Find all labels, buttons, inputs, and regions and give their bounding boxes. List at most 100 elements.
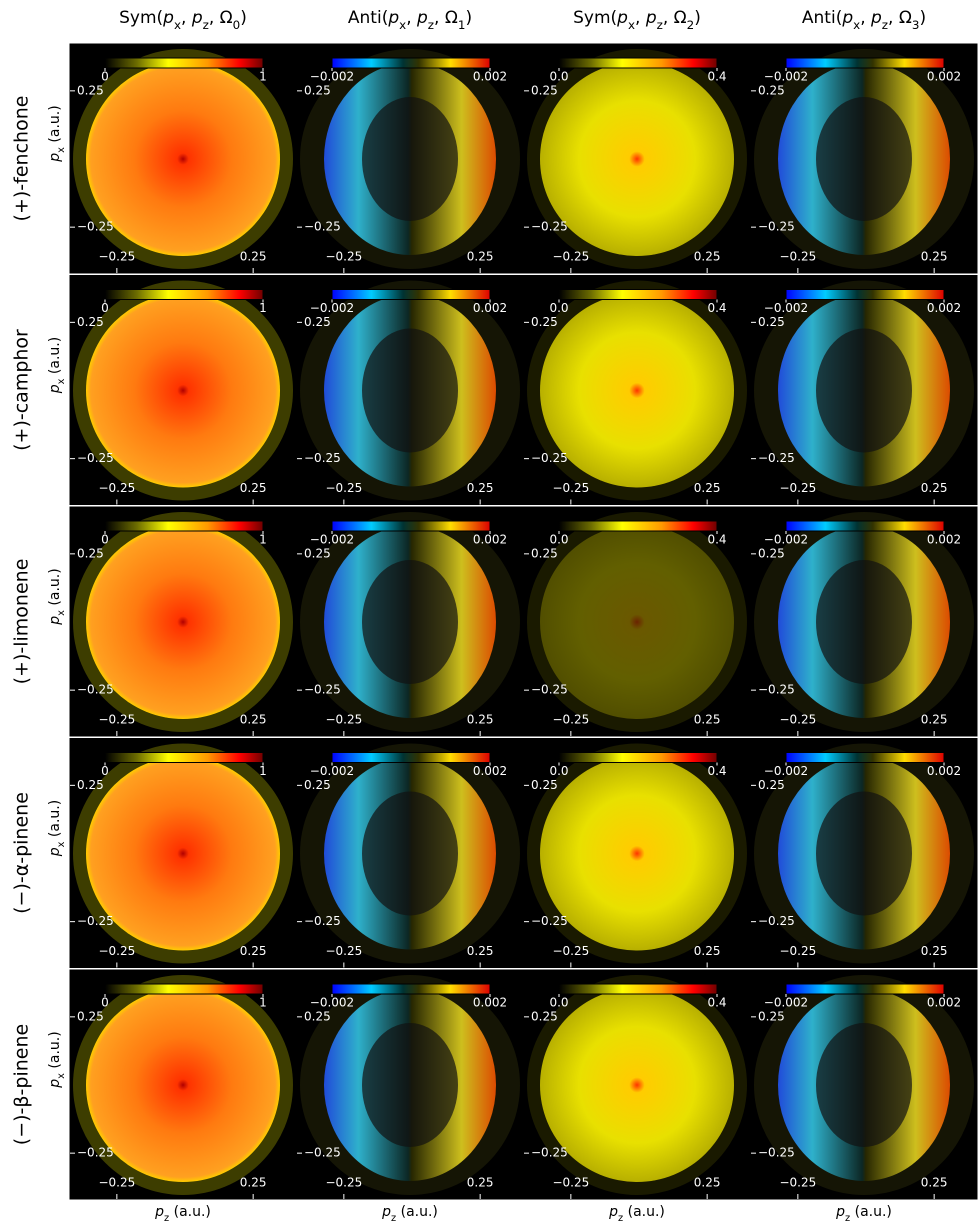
label-part: (a.u.): [47, 337, 63, 379]
y-axis-label: px (a.u.): [47, 105, 67, 162]
y-tick-label: 0.25: [531, 83, 558, 97]
colorbar-tick-label: 0.4: [707, 764, 726, 778]
panel: −0.002 0.002 −0.25 0.25 −0.25 0.25: [750, 738, 978, 968]
label-part: ,: [181, 8, 192, 28]
row-label: (−)-β-pinene: [11, 1024, 33, 1145]
colorbar-tick-label: 0.002: [927, 301, 961, 315]
inner-dark: [816, 560, 912, 684]
row-label: (+)-fenchone: [11, 96, 33, 222]
y-tick-label: −0.25: [531, 1146, 568, 1160]
label-part: ): [465, 8, 472, 28]
colorbar-tick-label: 0.0: [549, 301, 568, 315]
x-tick-label: −0.25: [779, 944, 816, 958]
y-tick-label: 0.25: [758, 83, 785, 97]
label-part: z: [657, 18, 663, 32]
y-tick-label: −0.25: [758, 451, 795, 465]
label-part: (a.u.): [623, 1204, 665, 1220]
colorbar-tick-label: 0.4: [707, 533, 726, 547]
colorbar: [331, 752, 491, 763]
label-part: 0: [233, 18, 241, 32]
label-part: Anti(: [348, 8, 388, 28]
colorbar-tick-label: 0.002: [927, 764, 961, 778]
x-tick-label: −0.25: [779, 713, 816, 727]
label-part: x: [399, 18, 406, 32]
colorbar-tick-label: 0.002: [927, 533, 961, 547]
label-part: p: [47, 616, 63, 626]
panel: 0 1 −0.25 0.25 −0.25 0.25: [69, 275, 297, 505]
row-label: (+)-limonene: [11, 559, 33, 685]
y-tick-label: −0.25: [304, 451, 341, 465]
label-part: Sym(: [573, 8, 617, 28]
colorbar: [104, 520, 264, 532]
label-part: p: [835, 1204, 845, 1220]
x-tick-label: 0.25: [694, 944, 721, 958]
label-part: (a.u.): [47, 105, 63, 147]
y-tick-label: −0.25: [304, 220, 341, 234]
panel: 0.0 0.4 −0.25 0.25 −0.25 0.25: [523, 969, 751, 1200]
x-tick-label: 0.25: [921, 250, 948, 264]
y-tick-label: 0.25: [758, 315, 785, 329]
x-tick-label: −0.25: [325, 250, 362, 264]
x-tick-label: −0.25: [98, 481, 135, 495]
label-part: x: [56, 610, 67, 616]
distribution: [540, 988, 734, 1182]
colorbar-tick-label: −0.002: [764, 996, 808, 1010]
label-part: z: [882, 18, 888, 32]
y-tick-label: −0.25: [77, 914, 114, 928]
label-part: z: [391, 1213, 396, 1224]
colorbar-tick-label: 1: [259, 70, 267, 84]
x-tick-label: −0.25: [98, 713, 135, 727]
colorbar-tick-label: −0.002: [310, 996, 354, 1010]
x-tick-label: 0.25: [467, 944, 494, 958]
colorbar: [785, 983, 945, 995]
colorbar-tick-label: 0.0: [549, 533, 568, 547]
y-tick-label: 0.25: [304, 778, 331, 792]
panel: 0 1 −0.25 0.25 −0.25 0.25: [69, 43, 297, 274]
x-tick-label: −0.25: [779, 250, 816, 264]
colorbar-tick-label: 0.0: [549, 996, 568, 1010]
label-part: ): [240, 8, 247, 28]
y-axis-label: px (a.u.): [47, 1031, 67, 1088]
x-tick-label: 0.25: [467, 713, 494, 727]
colorbar-tick-label: 0.002: [927, 996, 961, 1010]
y-tick-label: 0.25: [77, 315, 104, 329]
column-title: Anti(px, pz, Ω3): [802, 8, 926, 32]
label-part: x: [56, 147, 67, 153]
panel: 0.0 0.4 −0.25 0.25 −0.25 0.25: [523, 275, 751, 505]
y-tick-label: 0.25: [77, 778, 104, 792]
colorbar: [104, 752, 264, 763]
label-part: x: [853, 18, 860, 32]
label-part: Anti(: [802, 8, 842, 28]
colorbar-tick-label: 0.002: [473, 301, 507, 315]
label-part: p: [191, 8, 203, 28]
x-tick-label: 0.25: [694, 1176, 721, 1190]
x-tick-label: −0.25: [325, 481, 362, 495]
inner-dark: [816, 1023, 912, 1147]
label-part: , Ω: [434, 8, 458, 28]
label-part: p: [616, 8, 628, 28]
label-part: z: [164, 1213, 169, 1224]
colorbar: [558, 983, 718, 995]
colorbar-tick-label: 1: [259, 764, 267, 778]
y-tick-label: −0.25: [304, 683, 341, 697]
y-tick-label: 0.25: [531, 1009, 558, 1023]
label-part: ,: [406, 8, 417, 28]
y-tick-label: −0.25: [77, 683, 114, 697]
x-tick-label: 0.25: [240, 713, 267, 727]
colorbar-tick-label: 1: [259, 301, 267, 315]
x-axis-label: pz (a.u.): [835, 1204, 892, 1224]
x-axis-label: pz (a.u.): [608, 1204, 665, 1224]
label-part: p: [870, 8, 882, 28]
colorbar-tick-label: 0: [101, 996, 109, 1010]
colorbar-tick-label: 0.002: [473, 996, 507, 1010]
colorbar-tick-label: 0: [101, 533, 109, 547]
distribution: [86, 62, 280, 256]
label-part: ,: [860, 8, 871, 28]
panel: −0.002 0.002 −0.25 0.25 −0.25 0.25: [296, 738, 524, 968]
colorbar-tick-label: 0.4: [707, 301, 726, 315]
label-part: (a.u.): [169, 1204, 211, 1220]
label-part: x: [56, 378, 67, 384]
inner-dark: [362, 791, 458, 916]
panel: −0.002 0.002 −0.25 0.25 −0.25 0.25: [296, 506, 524, 737]
